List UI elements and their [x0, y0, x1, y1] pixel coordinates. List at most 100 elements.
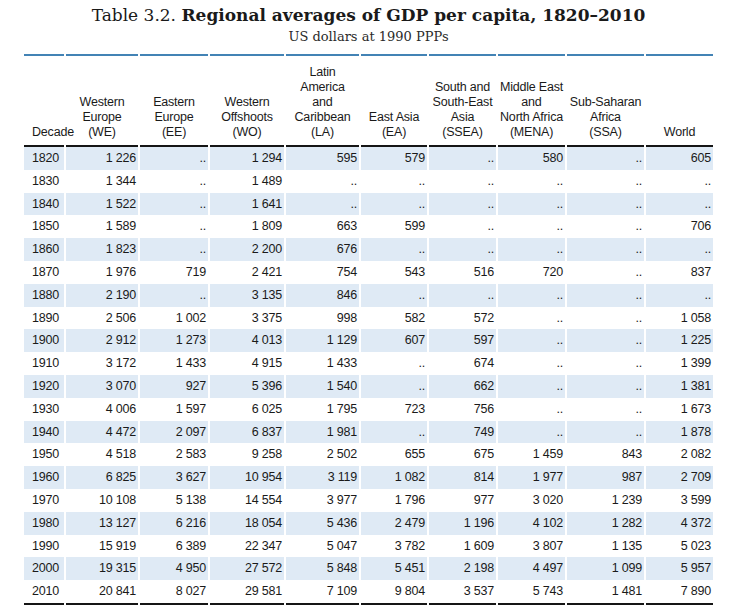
value-cell: 1 459 — [498, 443, 565, 466]
value-cell: 13 127 — [66, 512, 138, 535]
value-cell: 572 — [429, 307, 496, 330]
value-cell: .. — [361, 375, 427, 398]
value-cell: 5 451 — [361, 557, 427, 580]
table-row: 199015 9196 38922 3475 0473 7821 6093 80… — [24, 535, 713, 558]
table-row: 18301 344..1 489............ — [24, 170, 713, 193]
value-cell: .. — [567, 375, 644, 398]
value-cell: .. — [498, 193, 565, 216]
value-cell: 2 912 — [66, 329, 138, 352]
value-cell: 3 627 — [140, 466, 208, 489]
decade-cell: 1980 — [24, 512, 64, 535]
value-cell: 3 020 — [498, 489, 565, 512]
value-cell: 22 347 — [210, 535, 284, 558]
value-cell: .. — [567, 398, 644, 421]
value-cell: 3 782 — [361, 535, 427, 558]
value-cell: 675 — [429, 443, 496, 466]
value-cell: 580 — [498, 147, 565, 170]
value-cell: .. — [429, 170, 496, 193]
decade-cell: 1960 — [24, 466, 64, 489]
table-row: 19504 5182 5839 2582 5026556751 4598432 … — [24, 443, 713, 466]
table-row: 198013 1276 21618 0545 4362 4791 1964 10… — [24, 512, 713, 535]
value-cell: .. — [498, 398, 565, 421]
value-cell: 5 023 — [646, 535, 713, 558]
value-cell: .. — [429, 193, 496, 216]
value-cell: .. — [140, 147, 208, 170]
value-cell: 1 226 — [66, 147, 138, 170]
value-cell: 927 — [140, 375, 208, 398]
value-cell: 2 583 — [140, 443, 208, 466]
table-row: 19103 1721 4334 9151 433..674....1 399 — [24, 352, 713, 375]
value-cell: 663 — [286, 215, 359, 238]
value-cell: 1 433 — [286, 352, 359, 375]
value-cell: 10 108 — [66, 489, 138, 512]
value-cell: 5 436 — [286, 512, 359, 535]
value-cell: 1 977 — [498, 466, 565, 489]
value-cell: .. — [429, 147, 496, 170]
decade-cell: 1920 — [24, 375, 64, 398]
value-cell: 2 097 — [140, 421, 208, 444]
value-cell: 4 102 — [498, 512, 565, 535]
col-header-mena: Middle East and North Africa (MENA) — [498, 54, 565, 147]
table-subtitle: US dollars at 1990 PPPs — [0, 28, 737, 45]
value-cell: 4 006 — [66, 398, 138, 421]
decade-cell: 1970 — [24, 489, 64, 512]
value-cell: 1 641 — [210, 193, 284, 216]
value-cell: 2 479 — [361, 512, 427, 535]
decade-cell: 1950 — [24, 443, 64, 466]
value-cell: .. — [498, 284, 565, 307]
value-cell: 6 825 — [66, 466, 138, 489]
value-cell: 18 054 — [210, 512, 284, 535]
value-cell: .. — [567, 352, 644, 375]
decade-cell: 1930 — [24, 398, 64, 421]
value-cell: 1 082 — [361, 466, 427, 489]
value-cell: 1 381 — [646, 375, 713, 398]
value-cell: 3 119 — [286, 466, 359, 489]
value-cell: 1 823 — [66, 238, 138, 261]
value-cell: 3 599 — [646, 489, 713, 512]
value-cell: 7 109 — [286, 580, 359, 605]
table-row: 19002 9121 2734 0131 129607597....1 225 — [24, 329, 713, 352]
col-header-world: World — [646, 54, 713, 147]
value-cell: 1 878 — [646, 421, 713, 444]
value-cell: .. — [429, 238, 496, 261]
value-cell: 605 — [646, 147, 713, 170]
value-cell: 2 082 — [646, 443, 713, 466]
value-cell: .. — [140, 170, 208, 193]
value-cell: .. — [567, 170, 644, 193]
value-cell: 1 673 — [646, 398, 713, 421]
decade-cell: 1940 — [24, 421, 64, 444]
value-cell: 1 273 — [140, 329, 208, 352]
value-cell: 5 743 — [498, 580, 565, 605]
decade-cell: 1890 — [24, 307, 64, 330]
table-row: 197010 1085 13814 5543 9771 7969773 0201… — [24, 489, 713, 512]
value-cell: 516 — [429, 261, 496, 284]
value-cell: 4 472 — [66, 421, 138, 444]
value-cell: 7 890 — [646, 580, 713, 605]
decade-cell: 1840 — [24, 193, 64, 216]
value-cell: .. — [498, 238, 565, 261]
value-cell: 756 — [429, 398, 496, 421]
value-cell: .. — [361, 352, 427, 375]
value-cell: .. — [361, 193, 427, 216]
value-cell: .. — [646, 238, 713, 261]
decade-cell: 1820 — [24, 147, 64, 170]
value-cell: 3 807 — [498, 535, 565, 558]
value-cell: 723 — [361, 398, 427, 421]
value-cell: 2 198 — [429, 557, 496, 580]
value-cell: 1 002 — [140, 307, 208, 330]
value-cell: 3 070 — [66, 375, 138, 398]
value-cell: 9 804 — [361, 580, 427, 605]
value-cell: 1 058 — [646, 307, 713, 330]
value-cell: .. — [429, 284, 496, 307]
value-cell: 29 581 — [210, 580, 284, 605]
value-cell: 1 135 — [567, 535, 644, 558]
value-cell: 1 196 — [429, 512, 496, 535]
value-cell: 814 — [429, 466, 496, 489]
col-header-latin-america: Latin America and Caribbean (LA) — [286, 54, 359, 147]
value-cell: 599 — [361, 215, 427, 238]
value-cell: 2 200 — [210, 238, 284, 261]
value-cell: 5 047 — [286, 535, 359, 558]
value-cell: 543 — [361, 261, 427, 284]
decade-cell: 1910 — [24, 352, 64, 375]
value-cell: 754 — [286, 261, 359, 284]
